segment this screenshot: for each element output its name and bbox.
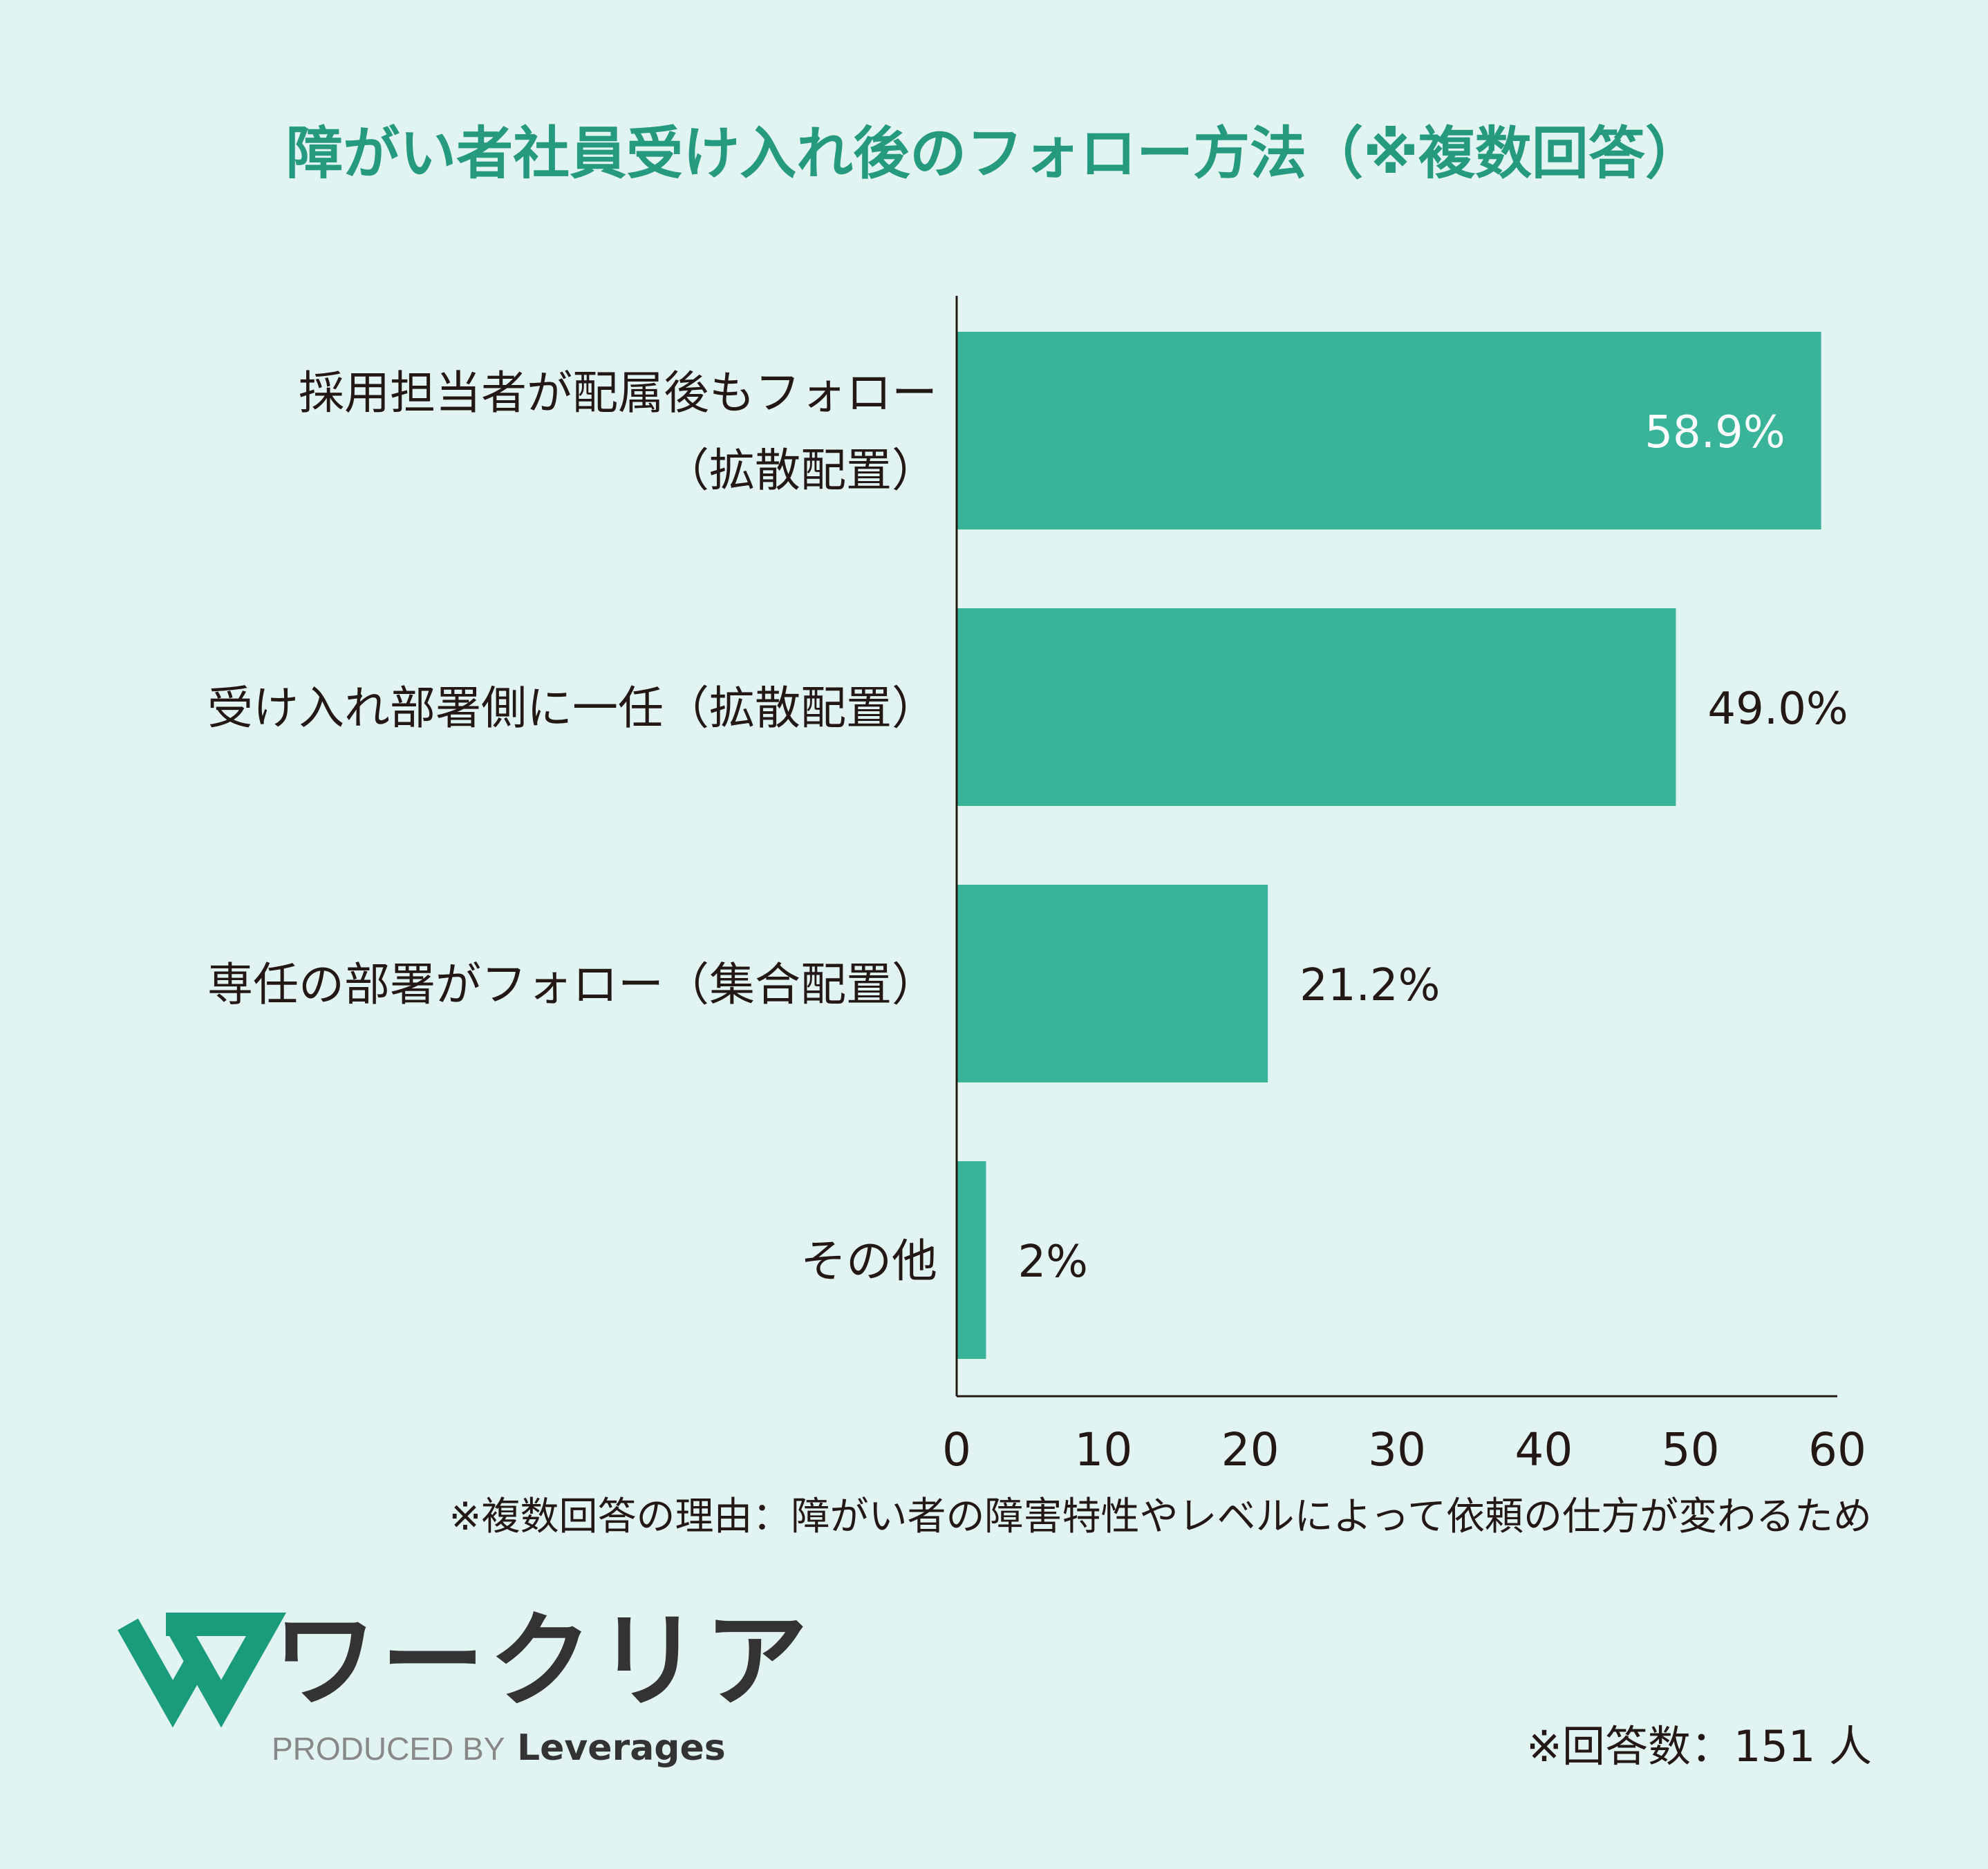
respondent-count: ※回答数：151 人 (1526, 1721, 1872, 1772)
bar-0 (957, 332, 1821, 529)
bar-2 (957, 885, 1268, 1082)
category-label-2-0: 専任の部署がフォロー（集合配置） (207, 958, 937, 1011)
value-label-2: 21.2% (1300, 960, 1440, 1011)
value-label-3: 2% (1018, 1237, 1088, 1288)
category-label-1-0: 受け入れ部署側に一任（拡散配置） (207, 682, 937, 735)
x-tick-label-1: 10 (1074, 1423, 1132, 1476)
footnote: ※複数回答の理由：障がい者の障害特性やレベルによって依頼の仕方が変わるため (449, 1494, 1872, 1539)
bars-group (957, 332, 1821, 1359)
logo-brand: Leverages (517, 1727, 726, 1769)
x-tick-label-4: 40 (1515, 1423, 1573, 1476)
x-axis-ticks: 0 10 20 30 40 50 60 (942, 1423, 1866, 1476)
x-tick-label-3: 30 (1368, 1423, 1426, 1476)
w-mark-icon (118, 1613, 287, 1728)
category-label-0-0: 採用担当者が配属後もフォロー (299, 366, 937, 420)
chart-title: 障がい者社員受け入れ後のフォロー方法（※複数回答） (286, 121, 1702, 187)
workclear-logo: ワークリア PRODUCED BY Leverages (118, 1602, 812, 1769)
x-tick-label-5: 50 (1662, 1423, 1720, 1476)
bar-3 (957, 1161, 986, 1359)
category-label-0-1: （拡散配置） (664, 444, 937, 497)
category-label-3-0: その他 (800, 1234, 937, 1288)
bar-1 (957, 608, 1676, 806)
x-tick-label-2: 20 (1221, 1423, 1279, 1476)
x-tick-label-6: 60 (1808, 1423, 1866, 1476)
value-label-1: 49.0% (1707, 684, 1848, 735)
value-labels: 58.9% 49.0% 21.2% 2% (1018, 407, 1848, 1288)
value-label-0: 58.9% (1644, 407, 1785, 458)
x-tick-label-0: 0 (942, 1423, 971, 1476)
category-labels: 採用担当者が配属後もフォロー （拡散配置） 受け入れ部署側に一任（拡散配置） 専任の部… (207, 366, 937, 1288)
logo-name: ワークリア (273, 1602, 812, 1722)
logo-produced-by: PRODUCED BY (272, 1731, 505, 1767)
